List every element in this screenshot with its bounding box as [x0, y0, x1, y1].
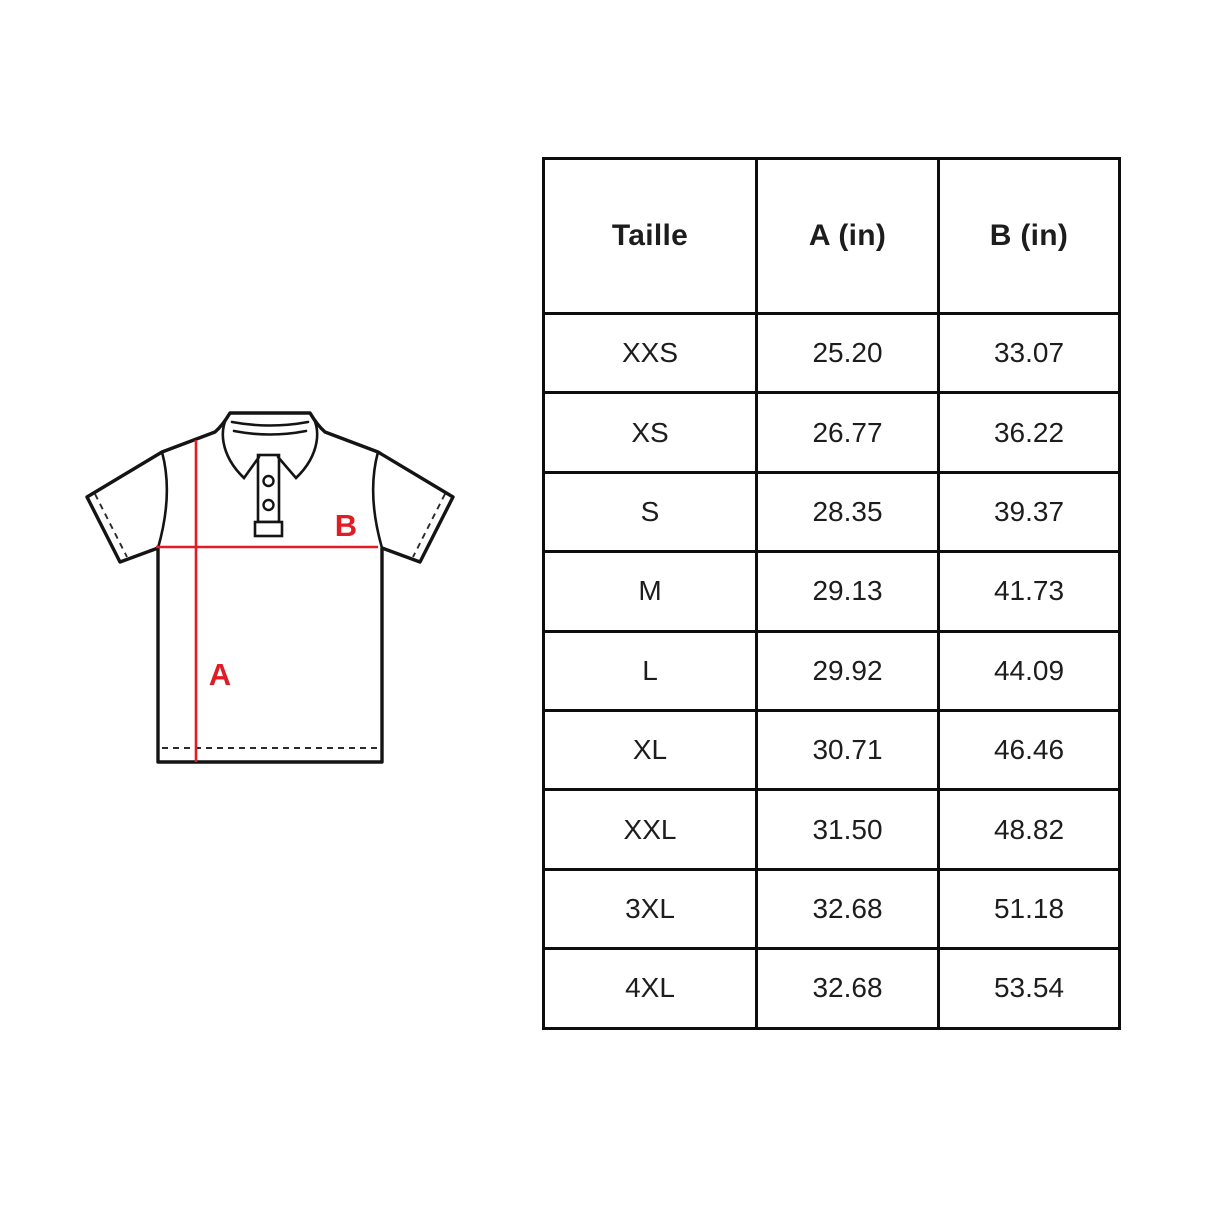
- a-value-cell: 29.92: [755, 629, 940, 712]
- b-value-cell: 46.46: [937, 708, 1121, 792]
- header-size: Taille: [542, 157, 758, 315]
- a-value-cell: 30.71: [755, 708, 940, 792]
- table-row: M 29.13 41.73: [542, 550, 1121, 633]
- size-cell: XL: [542, 708, 758, 792]
- table-row: XL 30.71 46.46: [542, 708, 1121, 792]
- table-row: XS 26.77 36.22: [542, 391, 1121, 474]
- table-row: XXS 25.20 33.07: [542, 311, 1121, 395]
- left-armhole-seam: [156, 450, 169, 550]
- collar-band-line-upper: [230, 420, 310, 427]
- right-collar-flap: [276, 411, 319, 480]
- a-value-cell: 25.20: [755, 311, 940, 395]
- header-a-in: A (in): [755, 157, 940, 315]
- size-cell: 3XL: [542, 867, 758, 951]
- table-row: XXL 31.50 48.82: [542, 788, 1121, 871]
- b-value-cell: 39.37: [937, 470, 1121, 554]
- header-b-in: B (in): [937, 157, 1121, 315]
- right-armhole-seam: [371, 450, 384, 550]
- polo-shirt-drawing: A B: [85, 411, 455, 764]
- polo-shirt-diagram: A B: [70, 385, 470, 785]
- b-value-cell: 53.54: [937, 947, 1121, 1030]
- size-cell: XS: [542, 391, 758, 474]
- table-row: L 29.92 44.09: [542, 629, 1121, 712]
- b-value-cell: 48.82: [937, 788, 1121, 871]
- b-value-cell: 44.09: [937, 629, 1121, 712]
- right-cuff-stitch-line: [412, 493, 446, 558]
- size-cell: 4XL: [542, 947, 758, 1030]
- placket-bottom-box: [253, 520, 284, 538]
- measurement-label-a: A: [209, 657, 231, 692]
- table-row: S 28.35 39.37: [542, 470, 1121, 554]
- left-collar-flap: [221, 411, 261, 480]
- a-value-cell: 26.77: [755, 391, 940, 474]
- size-cell: S: [542, 470, 758, 554]
- a-value-cell: 32.68: [755, 947, 940, 1030]
- a-value-cell: 31.50: [755, 788, 940, 871]
- size-chart-table: Taille A (in) B (in) XXS 25.20 33.07 XS …: [542, 157, 1121, 1030]
- b-value-cell: 51.18: [937, 867, 1121, 951]
- size-cell: L: [542, 629, 758, 712]
- left-cuff-stitch-line: [94, 493, 128, 558]
- placket: [256, 453, 281, 524]
- size-cell: XXL: [542, 788, 758, 871]
- button-bottom: [262, 498, 275, 512]
- size-cell: M: [542, 550, 758, 633]
- collar-band-line-lower: [232, 429, 308, 436]
- b-value-cell: 41.73: [937, 550, 1121, 633]
- button-top: [262, 474, 275, 488]
- a-value-cell: 29.13: [755, 550, 940, 633]
- table-row: 4XL 32.68 53.54: [542, 947, 1121, 1030]
- table-header-row: Taille A (in) B (in): [542, 157, 1121, 315]
- measurement-label-b: B: [335, 508, 357, 543]
- a-value-cell: 28.35: [755, 470, 940, 554]
- table-row: 3XL 32.68 51.18: [542, 867, 1121, 951]
- a-value-cell: 32.68: [755, 867, 940, 951]
- size-cell: XXS: [542, 311, 758, 395]
- b-value-cell: 36.22: [937, 391, 1121, 474]
- b-value-cell: 33.07: [937, 311, 1121, 395]
